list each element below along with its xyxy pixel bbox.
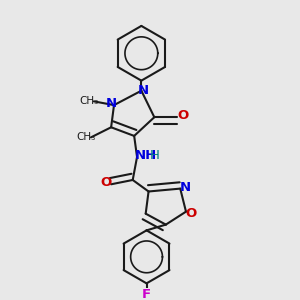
Text: O: O [186, 208, 197, 220]
Text: O: O [100, 176, 112, 189]
Text: N: N [180, 181, 191, 194]
Text: NH: NH [135, 149, 158, 162]
Text: N: N [106, 97, 117, 110]
Text: CH₃: CH₃ [79, 96, 98, 106]
Text: N: N [138, 84, 149, 97]
Text: F: F [142, 288, 151, 300]
Text: CH₃: CH₃ [76, 132, 95, 142]
Text: O: O [177, 109, 188, 122]
Text: H: H [149, 149, 159, 162]
